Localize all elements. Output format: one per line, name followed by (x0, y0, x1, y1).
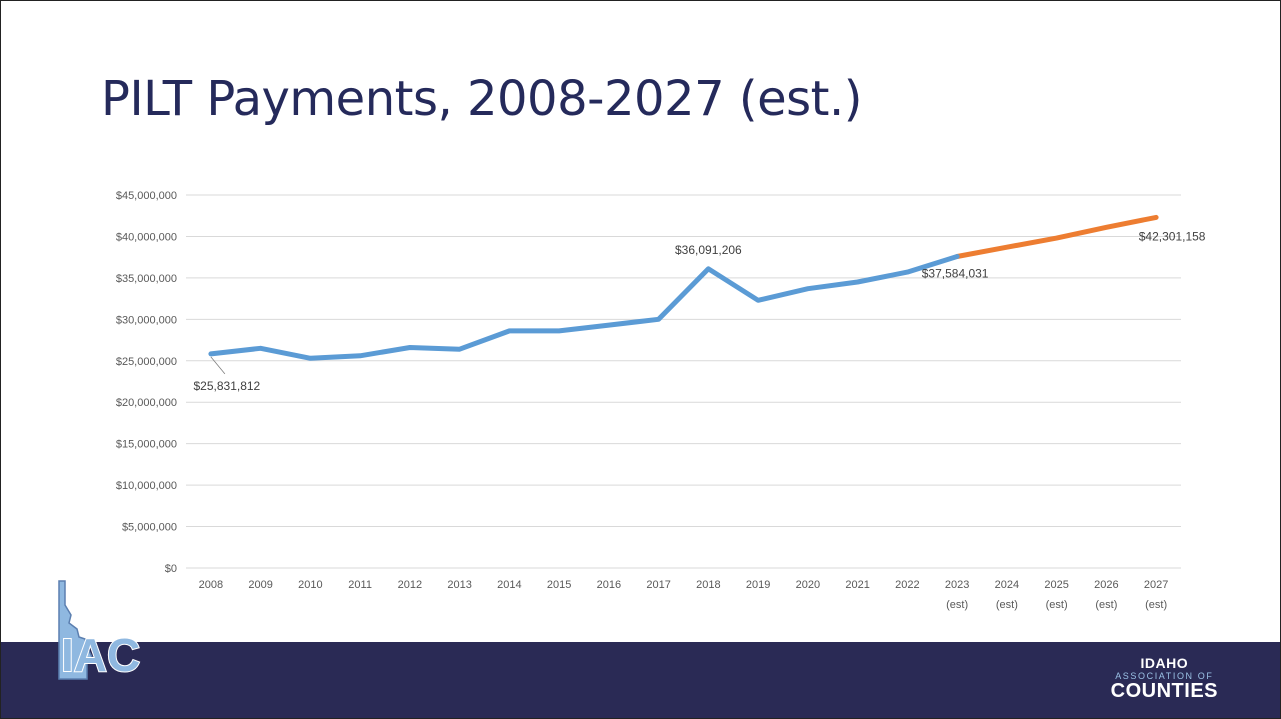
data-label: $36,091,206 (675, 243, 742, 257)
data-label: $37,584,031 (922, 266, 989, 280)
iac-logo: IAC (58, 580, 141, 681)
x-tick-label: 2013 (447, 579, 471, 591)
estimate-series-line (954, 214, 1159, 259)
x-tick-sublabel: (est) (1046, 599, 1068, 611)
logo-line-idaho: IDAHO (1140, 655, 1189, 671)
x-tick-label: 2027 (1144, 579, 1168, 591)
y-tick-label: $5,000,000 (122, 522, 177, 534)
x-tick-label: 2010 (298, 579, 322, 591)
x-tick-label: 2025 (1044, 579, 1068, 591)
x-tick-label: 2021 (845, 579, 869, 591)
y-tick-label: $10,000,000 (116, 480, 177, 492)
x-tick-label: 2014 (497, 579, 521, 591)
x-tick-label: 2020 (796, 579, 820, 591)
logo-line-counties: COUNTIES (1110, 680, 1218, 702)
x-tick-sublabel: (est) (996, 599, 1018, 611)
y-tick-label: $15,000,000 (116, 439, 177, 451)
actual-series-line (208, 254, 960, 361)
idaho-association-counties-logo: IDAHO ASSOCIATION OF COUNTIES (1111, 655, 1218, 701)
x-tick-label: 2016 (597, 579, 621, 591)
logo-line-association: ASSOCIATION OF (1115, 671, 1214, 681)
data-label: $25,831,812 (194, 379, 261, 393)
y-tick-label: $20,000,000 (116, 397, 177, 409)
data-label: $42,301,158 (1139, 229, 1206, 243)
x-tick-label: 2024 (995, 579, 1019, 591)
x-tick-label: 2009 (248, 579, 272, 591)
x-tick-sublabel: (est) (946, 599, 968, 611)
x-tick-label: 2012 (398, 579, 422, 591)
iac-logo-text: IAC (61, 629, 140, 681)
idaho-state-shape-icon (58, 580, 94, 680)
y-tick-label: $35,000,000 (116, 273, 177, 285)
x-tick-label: 2022 (895, 579, 919, 591)
x-tick-label: 2008 (199, 579, 223, 591)
footer-bar (1, 642, 1280, 718)
x-tick-sublabel: (est) (1145, 599, 1167, 611)
y-tick-label: $25,000,000 (116, 356, 177, 368)
x-tick-label: 2011 (348, 579, 372, 591)
y-tick-label: $45,000,000 (116, 190, 177, 202)
x-tick-sublabel: (est) (1095, 599, 1117, 611)
x-tick-label: 2018 (696, 579, 720, 591)
x-tick-label: 2017 (646, 579, 670, 591)
slide-title: PILT Payments, 2008-2027 (est.) (101, 71, 862, 127)
y-tick-label: $30,000,000 (116, 314, 177, 326)
y-tick-label: $40,000,000 (116, 231, 177, 243)
data-label-leader-line (210, 356, 226, 375)
x-tick-label: 2026 (1094, 579, 1118, 591)
x-tick-label: 2019 (746, 579, 770, 591)
y-tick-label: $0 (165, 563, 177, 575)
x-tick-label: 2015 (547, 579, 571, 591)
x-tick-label: 2023 (945, 579, 969, 591)
